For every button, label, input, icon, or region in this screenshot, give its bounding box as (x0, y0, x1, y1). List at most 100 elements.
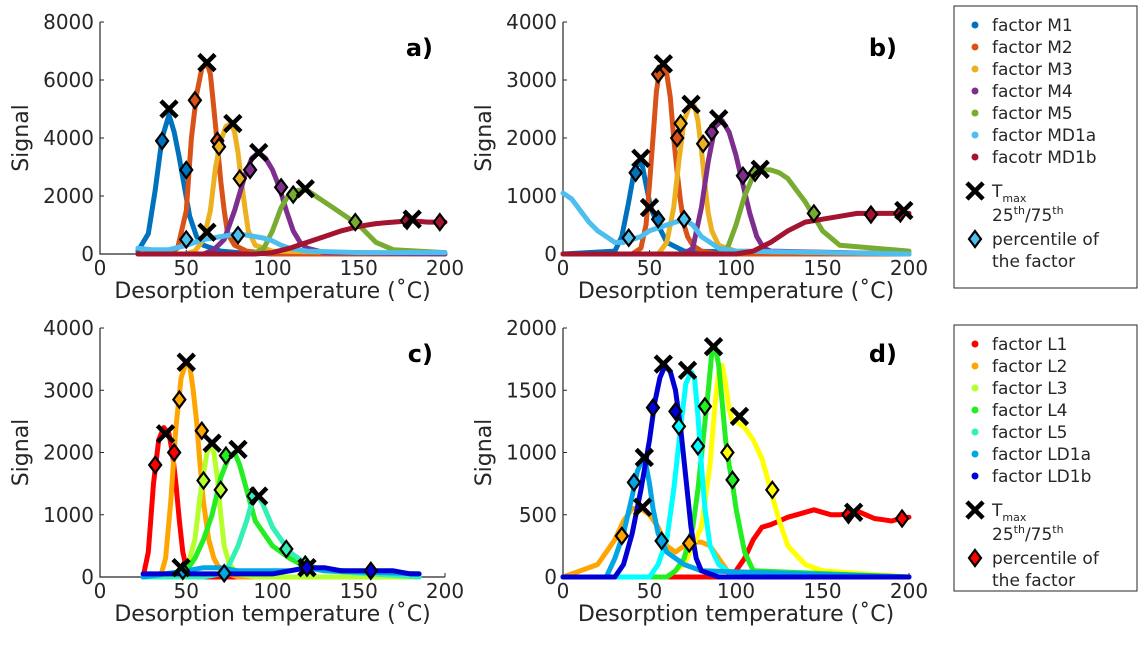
legend-entry: factor MD1a (992, 126, 1096, 146)
x-tick-label: 50 (174, 256, 199, 280)
tmax-marker (634, 447, 654, 468)
legend-swatch (971, 450, 979, 458)
legend-tmax-icon (965, 500, 985, 520)
y-tick-label: 8000 (43, 10, 94, 34)
y-tick-label: 500 (519, 503, 557, 527)
x-tick-label: 150 (340, 579, 378, 603)
y-tick-label: 0 (81, 242, 94, 266)
legend-box (953, 324, 1138, 592)
y-tick-label: 0 (544, 242, 557, 266)
percentile-marker (242, 160, 258, 180)
series-line-4 (560, 118, 912, 257)
x-tick-label: 200 (426, 256, 464, 280)
percentile-marker (196, 470, 211, 491)
y-axis-label: Signal (472, 104, 497, 172)
tmax-marker (709, 109, 729, 129)
panel-label: c) (408, 340, 433, 368)
tmax-marker (729, 406, 750, 427)
panel-label: a) (406, 34, 433, 62)
legend-swatch (971, 472, 979, 480)
chart-panel-2: 0 50 100 150 20001000200030004000Desorption … (472, 10, 928, 304)
panel-label: b) (869, 34, 897, 62)
percentile-marker (178, 160, 194, 180)
legend-swatch (971, 384, 979, 392)
series-line-1 (560, 507, 912, 580)
series-line-7 (560, 362, 912, 580)
tmax-marker (249, 142, 269, 163)
percentile-marker (704, 122, 720, 143)
percentile-marker (211, 136, 227, 157)
percentile-marker (432, 212, 448, 232)
percentile-marker (676, 209, 692, 230)
tmax-marker (202, 433, 222, 453)
percentile-marker (178, 229, 194, 250)
percentile-marker (690, 436, 706, 457)
x-tick-label: 0 (557, 256, 570, 280)
legend-swatch (971, 362, 979, 370)
percentile-marker (806, 203, 822, 224)
percentile-marker (187, 90, 203, 111)
legend-percentile-part: /75 (1025, 206, 1052, 226)
x-tick-label: 0 (94, 256, 107, 280)
tmax-marker (295, 179, 315, 199)
panel-label: d) (869, 340, 897, 368)
legend-percentile-line-1: 25th/75th (992, 523, 1064, 545)
tmax-marker (681, 94, 701, 115)
y-tick-label: 1000 (506, 441, 557, 465)
percentile-marker (614, 526, 630, 546)
legend-swatch (971, 406, 979, 414)
percentile-marker (863, 204, 879, 225)
tmax-marker (653, 54, 674, 74)
percentile-marker (171, 389, 187, 410)
y-tick-label: 4000 (506, 10, 557, 34)
x-tick-label: 50 (637, 579, 662, 603)
legend-entry: factor M3 (992, 60, 1073, 80)
legend-box (953, 5, 1138, 289)
x-tick-label: 200 (890, 579, 928, 603)
legend-entry: factor L3 (992, 379, 1068, 399)
legend-percentile-line-2: percentile of (992, 230, 1100, 250)
legend-percentile-line-3: the factor (992, 252, 1075, 272)
legend-entry: factor LD1a (992, 445, 1091, 465)
legend-entry: facotr MD1b (992, 148, 1097, 168)
y-tick-label: 2000 (506, 126, 557, 150)
percentile-marker (628, 162, 644, 183)
percentile-marker (894, 508, 910, 529)
legend-entry: factor M1 (992, 16, 1073, 36)
y-tick-label: 4000 (43, 316, 94, 340)
percentile-marker (673, 113, 689, 134)
percentile-marker (626, 472, 642, 493)
tmax-marker (843, 502, 864, 522)
percentile-marker (230, 225, 246, 245)
y-tick-label: 2000 (43, 184, 94, 208)
chart-panel-1: 0 50 100 150 20002000400060008000Desorption … (9, 10, 464, 304)
series-line-6 (560, 190, 912, 257)
legend-percentile-icon (967, 548, 983, 568)
percentile-marker (668, 401, 683, 422)
legend-percentile-part: /75 (1025, 525, 1052, 545)
legend-entry: factor M2 (992, 38, 1073, 58)
percentile-marker (695, 133, 711, 154)
chart-panel-3: 0 50 100 150 20001000200030004000Desorption … (9, 316, 464, 627)
percentile-marker (213, 480, 229, 500)
percentile-marker (147, 455, 163, 475)
series-line-3 (560, 362, 912, 580)
legend-entry: factor L1 (992, 335, 1068, 355)
series-line-4 (140, 450, 422, 580)
percentile-marker (299, 557, 315, 578)
y-tick-label: 2000 (506, 316, 557, 340)
tmax-marker (703, 336, 724, 357)
y-tick-label: 4000 (43, 126, 94, 150)
percentile-marker (285, 184, 301, 205)
x-tick-label: 50 (174, 579, 199, 603)
legend-swatch (971, 153, 979, 161)
series-line-2 (135, 60, 448, 257)
legend-entry: factor L5 (992, 423, 1068, 443)
y-tick-label: 2000 (43, 441, 94, 465)
legend-percentile-part: th (1052, 523, 1063, 536)
y-tick-label: 1000 (43, 503, 94, 527)
